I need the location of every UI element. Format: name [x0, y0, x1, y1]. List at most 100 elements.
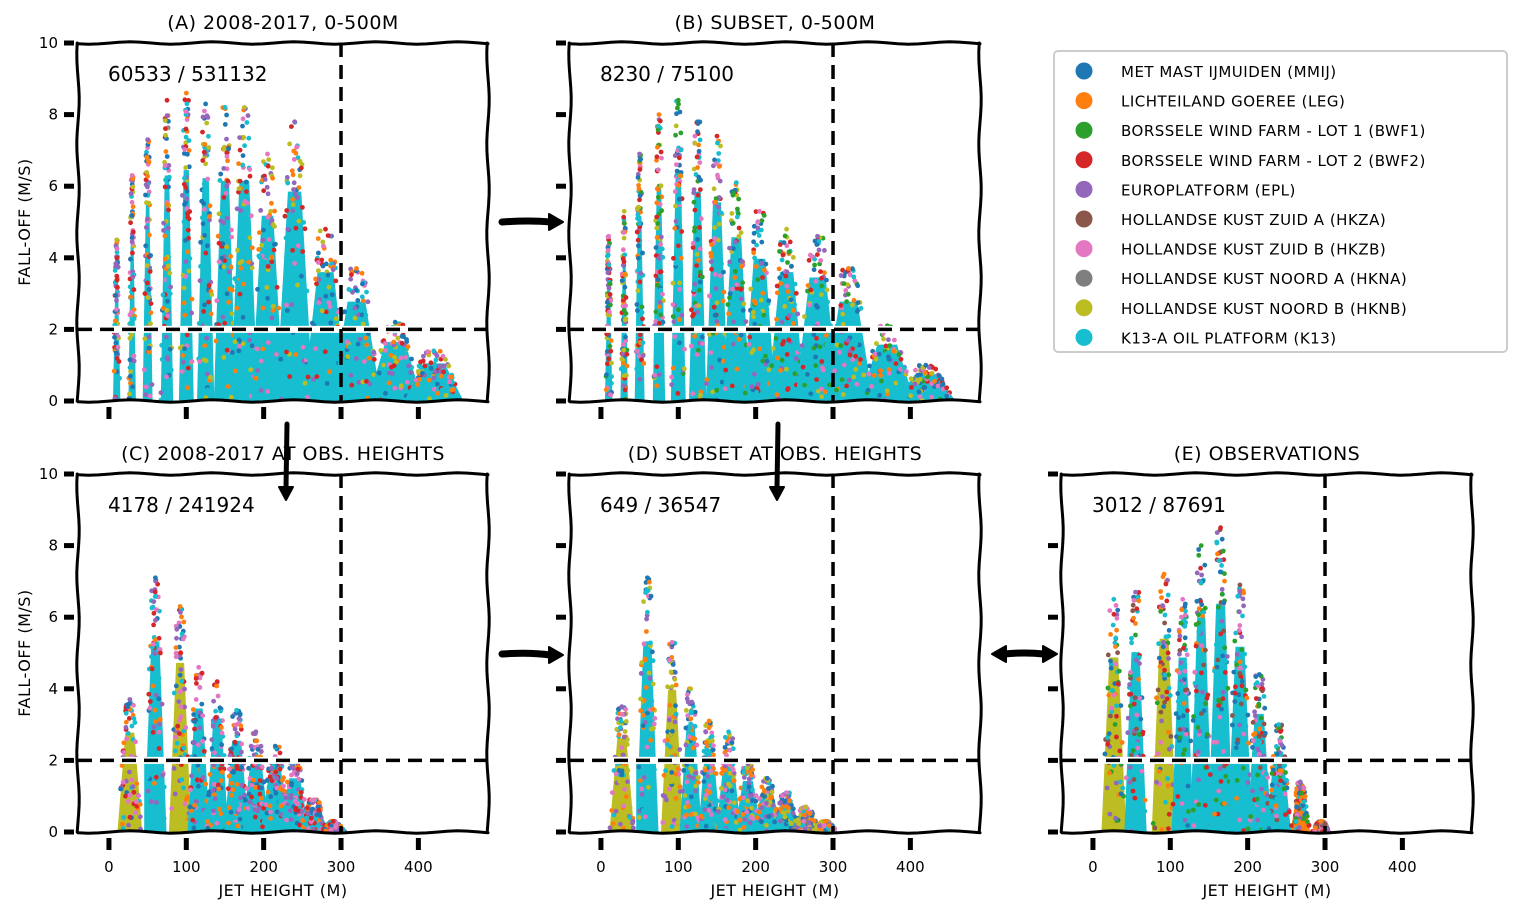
scatter-point: [817, 344, 823, 350]
scatter-point: [179, 777, 185, 783]
scatter-point: [676, 307, 681, 312]
scatter-point: [688, 686, 694, 692]
scatter-point: [313, 346, 318, 352]
scatter-column: [704, 133, 730, 401]
legend-marker-icon: [1075, 92, 1093, 110]
scatter-point: [211, 762, 217, 768]
scatter-point: [1128, 691, 1134, 697]
scatter-point: [1214, 664, 1220, 670]
scatter-point: [162, 256, 168, 262]
scatter-point: [648, 726, 654, 732]
scatter-point: [609, 374, 614, 379]
scatter-point: [305, 810, 311, 816]
scatter-point: [605, 248, 611, 253]
scatter-point: [154, 607, 159, 613]
scatter-point: [428, 360, 434, 366]
scatter-point: [287, 808, 293, 813]
scatter-point: [282, 213, 288, 219]
scatter-point: [719, 261, 724, 267]
scatter-point: [1200, 689, 1205, 695]
scatter-point: [209, 292, 215, 297]
scatter-point: [1212, 668, 1217, 674]
scatter-point: [228, 809, 234, 815]
count-annotation: 4178 / 241924: [108, 493, 255, 517]
scatter-point: [285, 308, 290, 313]
scatter-point: [729, 383, 735, 389]
scatter-point: [908, 393, 914, 399]
scatter-point: [1133, 589, 1138, 595]
scatter-point: [1204, 764, 1210, 770]
scatter-point: [178, 667, 184, 672]
scatter-point: [200, 114, 206, 120]
axes-frame-top: [76, 40, 490, 46]
scatter-point: [1255, 817, 1261, 823]
scatter-point: [128, 294, 134, 300]
scatter-point: [757, 208, 762, 214]
scatter-point: [436, 363, 442, 369]
scatter-point: [621, 342, 626, 347]
scatter-point: [1232, 690, 1238, 696]
scatter-point: [261, 805, 266, 811]
scatter-point: [637, 376, 643, 382]
scatter-point: [1165, 577, 1170, 583]
scatter-point: [682, 793, 688, 798]
scatter-point: [1175, 699, 1181, 704]
scatter-point: [300, 344, 306, 350]
scatter-point: [1237, 722, 1242, 728]
scatter-point: [284, 208, 290, 213]
scatter-point: [874, 341, 879, 346]
scatter-point: [697, 246, 703, 252]
scatter-column-body: [303, 272, 348, 401]
scatter-point: [1134, 712, 1140, 718]
scatter-point: [182, 147, 188, 153]
scatter-point: [817, 823, 822, 829]
scatter-point: [790, 806, 796, 812]
scatter-point: [621, 214, 627, 220]
scatter-point: [877, 393, 883, 398]
scatter-point: [750, 787, 755, 793]
scatter-point: [218, 811, 224, 817]
scatter-point: [774, 290, 780, 296]
scatter-column: [771, 790, 802, 832]
scatter-point: [232, 339, 238, 345]
scatter-point: [654, 154, 660, 160]
scatter-point: [738, 287, 744, 292]
scatter-point: [268, 794, 274, 800]
scatter-point: [695, 165, 700, 170]
scatter-point: [274, 785, 280, 791]
scatter-point: [721, 344, 727, 350]
scatter-point: [621, 734, 627, 740]
scatter-point: [635, 308, 640, 313]
scatter-point: [236, 161, 242, 167]
scatter-point: [852, 278, 858, 284]
scatter-point: [323, 226, 328, 232]
scatter-point: [296, 218, 302, 224]
scatter-point: [669, 374, 675, 380]
scatter-point: [635, 175, 641, 180]
scatter-point: [112, 318, 118, 324]
scatter-point: [238, 208, 244, 213]
scatter-point: [204, 120, 210, 126]
scatter-point: [741, 769, 747, 775]
scatter-point: [616, 732, 622, 738]
scatter-point: [324, 381, 330, 386]
scatter-point: [605, 252, 611, 258]
scatter-point: [641, 698, 647, 703]
scatter-point: [708, 350, 714, 355]
scatter-point: [741, 301, 747, 307]
scatter-point: [1115, 650, 1120, 656]
scatter-point: [717, 357, 722, 363]
scatter-point: [222, 122, 228, 127]
scatter-point: [785, 289, 791, 294]
scatter-point: [145, 137, 151, 143]
scatter-point: [219, 725, 224, 730]
scatter-point: [653, 309, 659, 315]
flow-arrows: [278, 213, 1058, 664]
scatter-point: [238, 265, 244, 271]
scatter-point: [1237, 817, 1243, 823]
x-tick: [338, 838, 344, 850]
scatter-point: [237, 178, 243, 184]
scatter-point: [692, 281, 698, 287]
legend: MET MAST IJMUIDEN (MMIJ)LICHTEILAND GOER…: [1053, 50, 1508, 353]
scatter-point: [641, 703, 647, 708]
